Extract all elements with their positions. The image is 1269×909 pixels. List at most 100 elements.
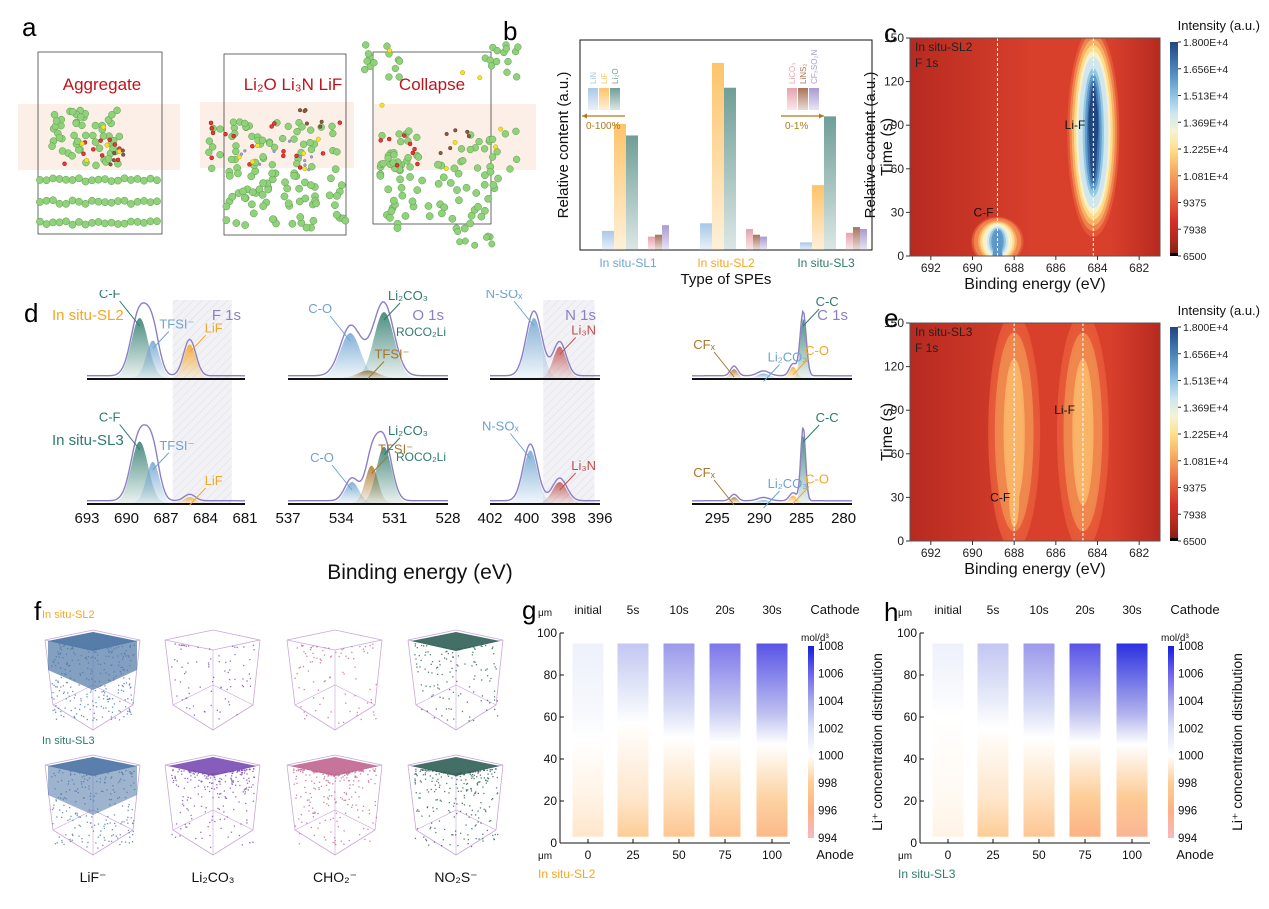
ion-voxel (72, 690, 74, 693)
ion-voxel (456, 773, 458, 775)
colorbar-tick-label: 7938 (1183, 224, 1207, 236)
ion-voxel (208, 666, 210, 668)
ion-voxel (431, 780, 433, 782)
ion-voxel (494, 833, 496, 836)
ion-voxel (69, 838, 71, 841)
ion-voxel (318, 787, 320, 789)
ion-voxel (192, 705, 195, 707)
ion-voxel (414, 643, 416, 645)
atom (84, 157, 90, 163)
concentration-column-20s (709, 643, 741, 837)
ion-voxel (78, 816, 80, 818)
ion-voxel (439, 784, 441, 786)
x-tick-label: 682 (1129, 546, 1149, 560)
ion-voxel (431, 822, 433, 824)
ion-voxel (210, 690, 213, 692)
ion-voxel (61, 841, 63, 844)
y-unit-label: μm (898, 608, 912, 619)
ion-voxel (495, 787, 498, 789)
ion-voxel (67, 819, 69, 821)
fitted-peak-N-SOₓ (490, 318, 600, 378)
atom (302, 223, 311, 232)
label-leader (713, 479, 735, 506)
atom (461, 237, 469, 245)
panel-a-title-1: Aggregate (63, 75, 141, 94)
ion-voxel (105, 707, 107, 709)
ion-voxel (470, 775, 472, 777)
ion-voxel (55, 686, 57, 688)
ion-voxel (327, 797, 329, 799)
atom (484, 194, 492, 203)
ion-voxel (74, 707, 76, 709)
ion-voxel (440, 776, 442, 778)
ion-voxel (470, 790, 473, 792)
ion-voxel (120, 689, 123, 691)
fitted-peak-Li₂CO₃ (288, 312, 448, 378)
ion-voxel (420, 781, 422, 783)
ion-voxel (103, 827, 105, 830)
colorbar-tick-label: 1.656E+4 (1183, 349, 1228, 361)
ion-voxel (494, 771, 496, 773)
ion-voxel (211, 681, 214, 683)
ion-voxel (357, 809, 359, 811)
ion-voxel (302, 770, 304, 772)
ion-voxel (471, 771, 473, 773)
ion-voxel (424, 774, 426, 776)
ion-voxel (465, 813, 468, 815)
ion-voxel (231, 782, 233, 784)
atom (108, 162, 113, 167)
ion-voxel (80, 714, 83, 717)
ion-voxel (318, 781, 321, 783)
colorbar-tick-label: 1008 (818, 641, 844, 653)
ion-voxel (85, 815, 88, 817)
atom (391, 64, 400, 73)
atom (407, 141, 413, 147)
bar-CF₃SO₂N-In situ-SL2 (760, 236, 767, 250)
ion-voxel (460, 647, 463, 649)
ion-voxel (416, 647, 418, 649)
ion-voxel (455, 783, 457, 785)
ion-voxel (426, 806, 428, 809)
ion-voxel (127, 816, 129, 818)
ion-voxel (323, 796, 325, 798)
atom (395, 130, 403, 138)
ion-voxel (444, 828, 446, 831)
ion-voxel (415, 663, 418, 665)
li-atom (75, 174, 83, 183)
ion-voxel (239, 773, 241, 776)
ion-voxel (190, 797, 192, 799)
ion-voxel (335, 777, 337, 779)
fitted-peak-Li₂CO₃ (692, 500, 852, 503)
ion-voxel (315, 710, 317, 712)
atom (364, 50, 373, 58)
ion-voxel (252, 800, 254, 802)
ion-voxel (60, 714, 62, 717)
ion-voxel (474, 661, 476, 663)
ion-voxel (253, 776, 256, 778)
ion-voxel (102, 844, 104, 846)
ion-voxel (128, 684, 130, 686)
ion-voxel (480, 777, 482, 779)
species-label: LiF⁻ (80, 869, 107, 885)
ion-voxel (100, 705, 102, 708)
concentration-column-initial (572, 643, 604, 837)
ion-voxel (427, 671, 430, 673)
atom (414, 153, 423, 161)
ion-voxel (436, 770, 438, 772)
atom (362, 41, 370, 49)
ion-voxel (456, 812, 458, 815)
ion-voxel (242, 769, 244, 771)
ion-voxel (457, 695, 460, 697)
cube-back-edge (415, 684, 497, 706)
tof-sims-cube (407, 629, 504, 731)
hatched-region (543, 300, 595, 503)
ion-voxel (426, 710, 428, 712)
x-tick-label: 290 (747, 510, 772, 527)
ion-voxel (86, 693, 88, 695)
atom (439, 173, 448, 182)
ion-voxel (448, 792, 450, 794)
ion-voxel (237, 770, 239, 773)
ion-voxel (327, 780, 329, 782)
atom (385, 73, 393, 81)
ion-voxel (449, 689, 451, 691)
